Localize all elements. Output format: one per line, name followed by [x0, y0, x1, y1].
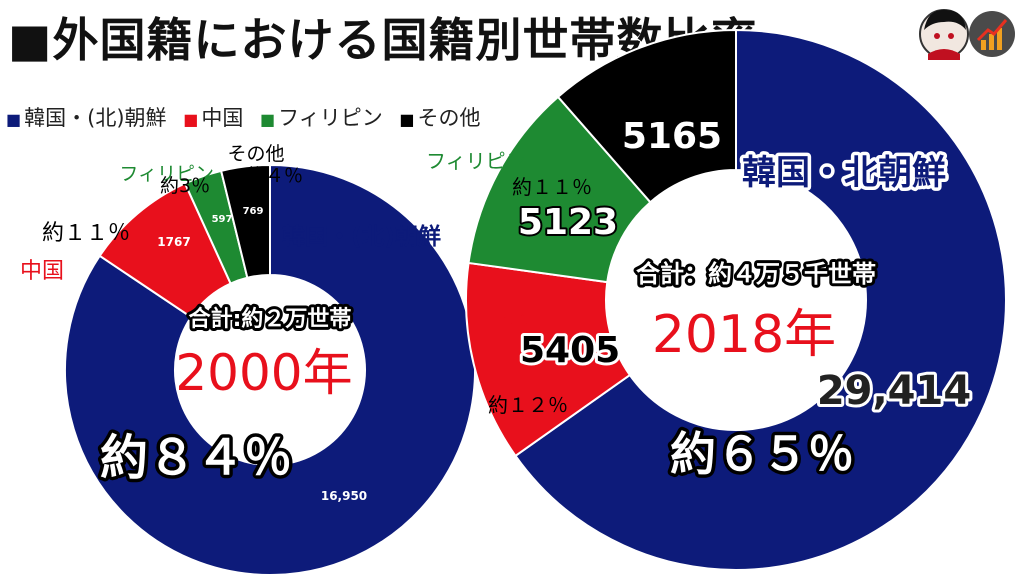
pct-korea-2018: 約６５％ — [670, 427, 854, 481]
label-other-2000: その他 — [227, 143, 284, 165]
legend-swatch-philippines: ■ — [260, 110, 276, 129]
legend-swatch-other: ■ — [399, 110, 415, 129]
slice-other — [219, 163, 271, 279]
total-label-2018: 合計：約４万５千世帯 — [636, 260, 876, 288]
label-philippines-2018: フィリピン — [426, 149, 526, 173]
legend-item-other: ■ その他 — [399, 106, 480, 130]
legend-item-philippines: ■ フィリピン — [260, 106, 383, 130]
slice-philippines — [467, 95, 652, 284]
label-other-2018: その他 — [572, 87, 629, 109]
pct-other-2000: 約４％ — [246, 165, 303, 187]
pct-philippines-2000: 約3％ — [160, 175, 210, 197]
year-label-2000: 2000年 — [175, 344, 352, 402]
legend-item-china: ■ 中国 — [183, 106, 243, 130]
value-china-2000: 1767 — [157, 235, 190, 249]
pct-korea-2000: 約８４％ — [100, 430, 292, 486]
legend-swatch-korea: ■ — [6, 110, 22, 129]
value-korea-2018: 29,414 — [817, 368, 971, 414]
slice-korea — [514, 28, 1007, 571]
pct-china-2000: 約１１％ — [42, 221, 130, 246]
label-china-2018: 中国 — [486, 303, 530, 328]
slice-other — [556, 28, 737, 204]
pct-china-2018: 約１２％ — [488, 393, 568, 417]
value-philippines-2018: 5123 — [518, 202, 618, 243]
value-other-2000: 769 — [243, 206, 264, 217]
pct-other-2018: 約１１％ — [652, 87, 728, 109]
legend-swatch-china: ■ — [183, 110, 199, 129]
avatar-icon — [919, 9, 1015, 60]
legend-label: 中国 — [201, 106, 244, 130]
donut-chart-2018 — [465, 28, 1007, 571]
chart-legend: ■ 韓国・(北)朝鮮 ■ 中国 ■ フィリピン ■ その他 — [6, 102, 491, 132]
label-philippines-2000: フィリピン — [119, 163, 214, 185]
total-label-2000: 合計:約２万世帯 — [189, 306, 352, 332]
label-korea-2018: 韓国・北朝鮮 — [742, 153, 946, 193]
year-label-2018: 2018年 — [652, 305, 836, 365]
label-korea-2000: 韓国・(北)朝鮮 — [282, 223, 441, 250]
pct-philippines-2018: 約１１％ — [512, 175, 592, 199]
legend-item-korea: ■ 韓国・(北)朝鮮 — [6, 106, 167, 130]
donut-chart-2000 — [64, 163, 476, 576]
label-china-2000: 中国 — [20, 259, 64, 284]
value-philippines-2000: 597 — [212, 214, 233, 225]
legend-label: 韓国・(北)朝鮮 — [24, 106, 167, 130]
value-other-2018: 5165 — [622, 116, 722, 157]
value-china-2018: 5405 — [520, 330, 620, 371]
legend-label: フィリピン — [278, 106, 383, 130]
legend-label: その他 — [417, 106, 481, 130]
value-korea-2000: 16,950 — [321, 489, 367, 503]
